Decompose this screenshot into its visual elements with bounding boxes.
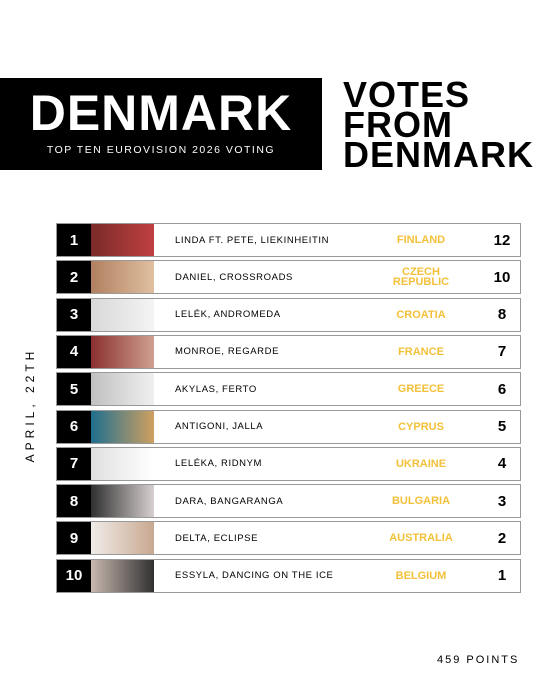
artist-photo bbox=[91, 335, 154, 368]
artist-photo bbox=[91, 224, 154, 256]
rank: 6 bbox=[57, 410, 91, 443]
rank: 7 bbox=[57, 447, 91, 480]
table-row: 7 LELÉKA, RIDNYM UKRAINE 4 bbox=[56, 446, 521, 481]
rank: 8 bbox=[57, 485, 91, 518]
entry: DARA, BANGARANGA bbox=[175, 495, 284, 507]
entry: ANTIGONI, JALLA bbox=[175, 421, 264, 432]
points: 2 bbox=[497, 529, 507, 547]
artist-photo bbox=[91, 373, 154, 406]
footer: 459 POINTS bbox=[437, 654, 520, 666]
entry: LELÉKA, RIDNYM bbox=[175, 458, 263, 470]
banner: DENMARK TOP TEN EUROVISION 2026 VOTING bbox=[0, 78, 322, 170]
points: 1 bbox=[497, 567, 507, 585]
country: BULGARIA bbox=[391, 495, 451, 508]
table-row: 4 MONROE, REGARDE FRANCE 7 bbox=[56, 334, 521, 369]
rank: 1 bbox=[57, 224, 91, 256]
points: 4 bbox=[497, 455, 507, 473]
points: 6 bbox=[497, 380, 507, 398]
country: UKRAINE bbox=[395, 457, 447, 470]
table-row: 9 DELTA, ECLIPSE AUSTRALIA 2 bbox=[56, 521, 521, 556]
artist-photo bbox=[91, 485, 154, 518]
rank: 10 bbox=[57, 559, 91, 592]
artist-photo bbox=[91, 447, 154, 480]
table-row: 2 DANIEL, CROSSROADS CZECH REPUBLIC 10 bbox=[56, 260, 521, 295]
country: GREECE bbox=[397, 383, 445, 396]
country: CROATIA bbox=[396, 308, 446, 321]
points: 3 bbox=[497, 492, 507, 510]
artist-photo bbox=[91, 559, 154, 592]
entry: ESSYLA, DANCING ON THE ICE bbox=[175, 570, 334, 582]
rank: 5 bbox=[57, 373, 91, 406]
entry: MONROE, REGARDE bbox=[175, 346, 280, 358]
country: CYPRUS bbox=[398, 420, 444, 433]
country: BELGIUM bbox=[395, 569, 447, 582]
entry: DELTA, ECLIPSE bbox=[175, 532, 259, 544]
rank: 3 bbox=[57, 298, 91, 331]
table-row: 6 ANTIGONI, JALLA CYPRUS 5 bbox=[56, 409, 521, 444]
points: 7 bbox=[497, 343, 507, 361]
country: FRANCE bbox=[398, 345, 444, 358]
table-row: 3 LELÉK, ANDROMEDA CROATIA 8 bbox=[56, 297, 521, 332]
artist-photo bbox=[91, 298, 154, 331]
artist-photo bbox=[91, 522, 154, 555]
rank: 9 bbox=[57, 522, 91, 555]
points: 5 bbox=[497, 418, 507, 435]
rank: 4 bbox=[57, 335, 91, 368]
entry: DANIEL, CROSSROADS bbox=[175, 271, 293, 283]
title: DENMARK bbox=[29, 85, 293, 141]
table-row: 8 DARA, BANGARANGA BULGARIA 3 bbox=[56, 484, 521, 519]
table-row: 1 LINDA FT. PETE, LIEKINHEITIN FINLAND 12 bbox=[56, 223, 521, 257]
points: 10 bbox=[493, 268, 511, 286]
country: AUSTRALIA bbox=[389, 532, 453, 545]
points: 8 bbox=[497, 306, 507, 324]
points: 12 bbox=[493, 231, 511, 249]
country: FINLAND bbox=[396, 234, 446, 246]
artist-photo bbox=[91, 410, 154, 443]
subtitle: TOP TEN EUROVISION 2026 VOTING bbox=[46, 144, 276, 156]
entry: LINDA FT. PETE, LIEKINHEITIN bbox=[175, 234, 330, 246]
heading-line: VOTES bbox=[343, 74, 471, 115]
rank: 2 bbox=[57, 261, 91, 294]
date: APRIL, 22TH bbox=[23, 347, 37, 463]
artist-photo bbox=[91, 261, 154, 294]
entry: LELÉK, ANDROMEDA bbox=[175, 309, 281, 321]
table-row: 10 ESSYLA, DANCING ON THE ICE BELGIUM 1 bbox=[56, 558, 521, 593]
heading-line: FROM bbox=[343, 104, 453, 145]
country: CZECH REPUBLIC bbox=[392, 266, 450, 289]
entry: AKYLAS, FERTO bbox=[175, 383, 257, 395]
heading-line: DENMARK bbox=[343, 134, 534, 175]
table-row: 5 AKYLAS, FERTO GREECE 6 bbox=[56, 372, 521, 407]
heading: VOTES FROM DENMARK bbox=[343, 74, 534, 175]
